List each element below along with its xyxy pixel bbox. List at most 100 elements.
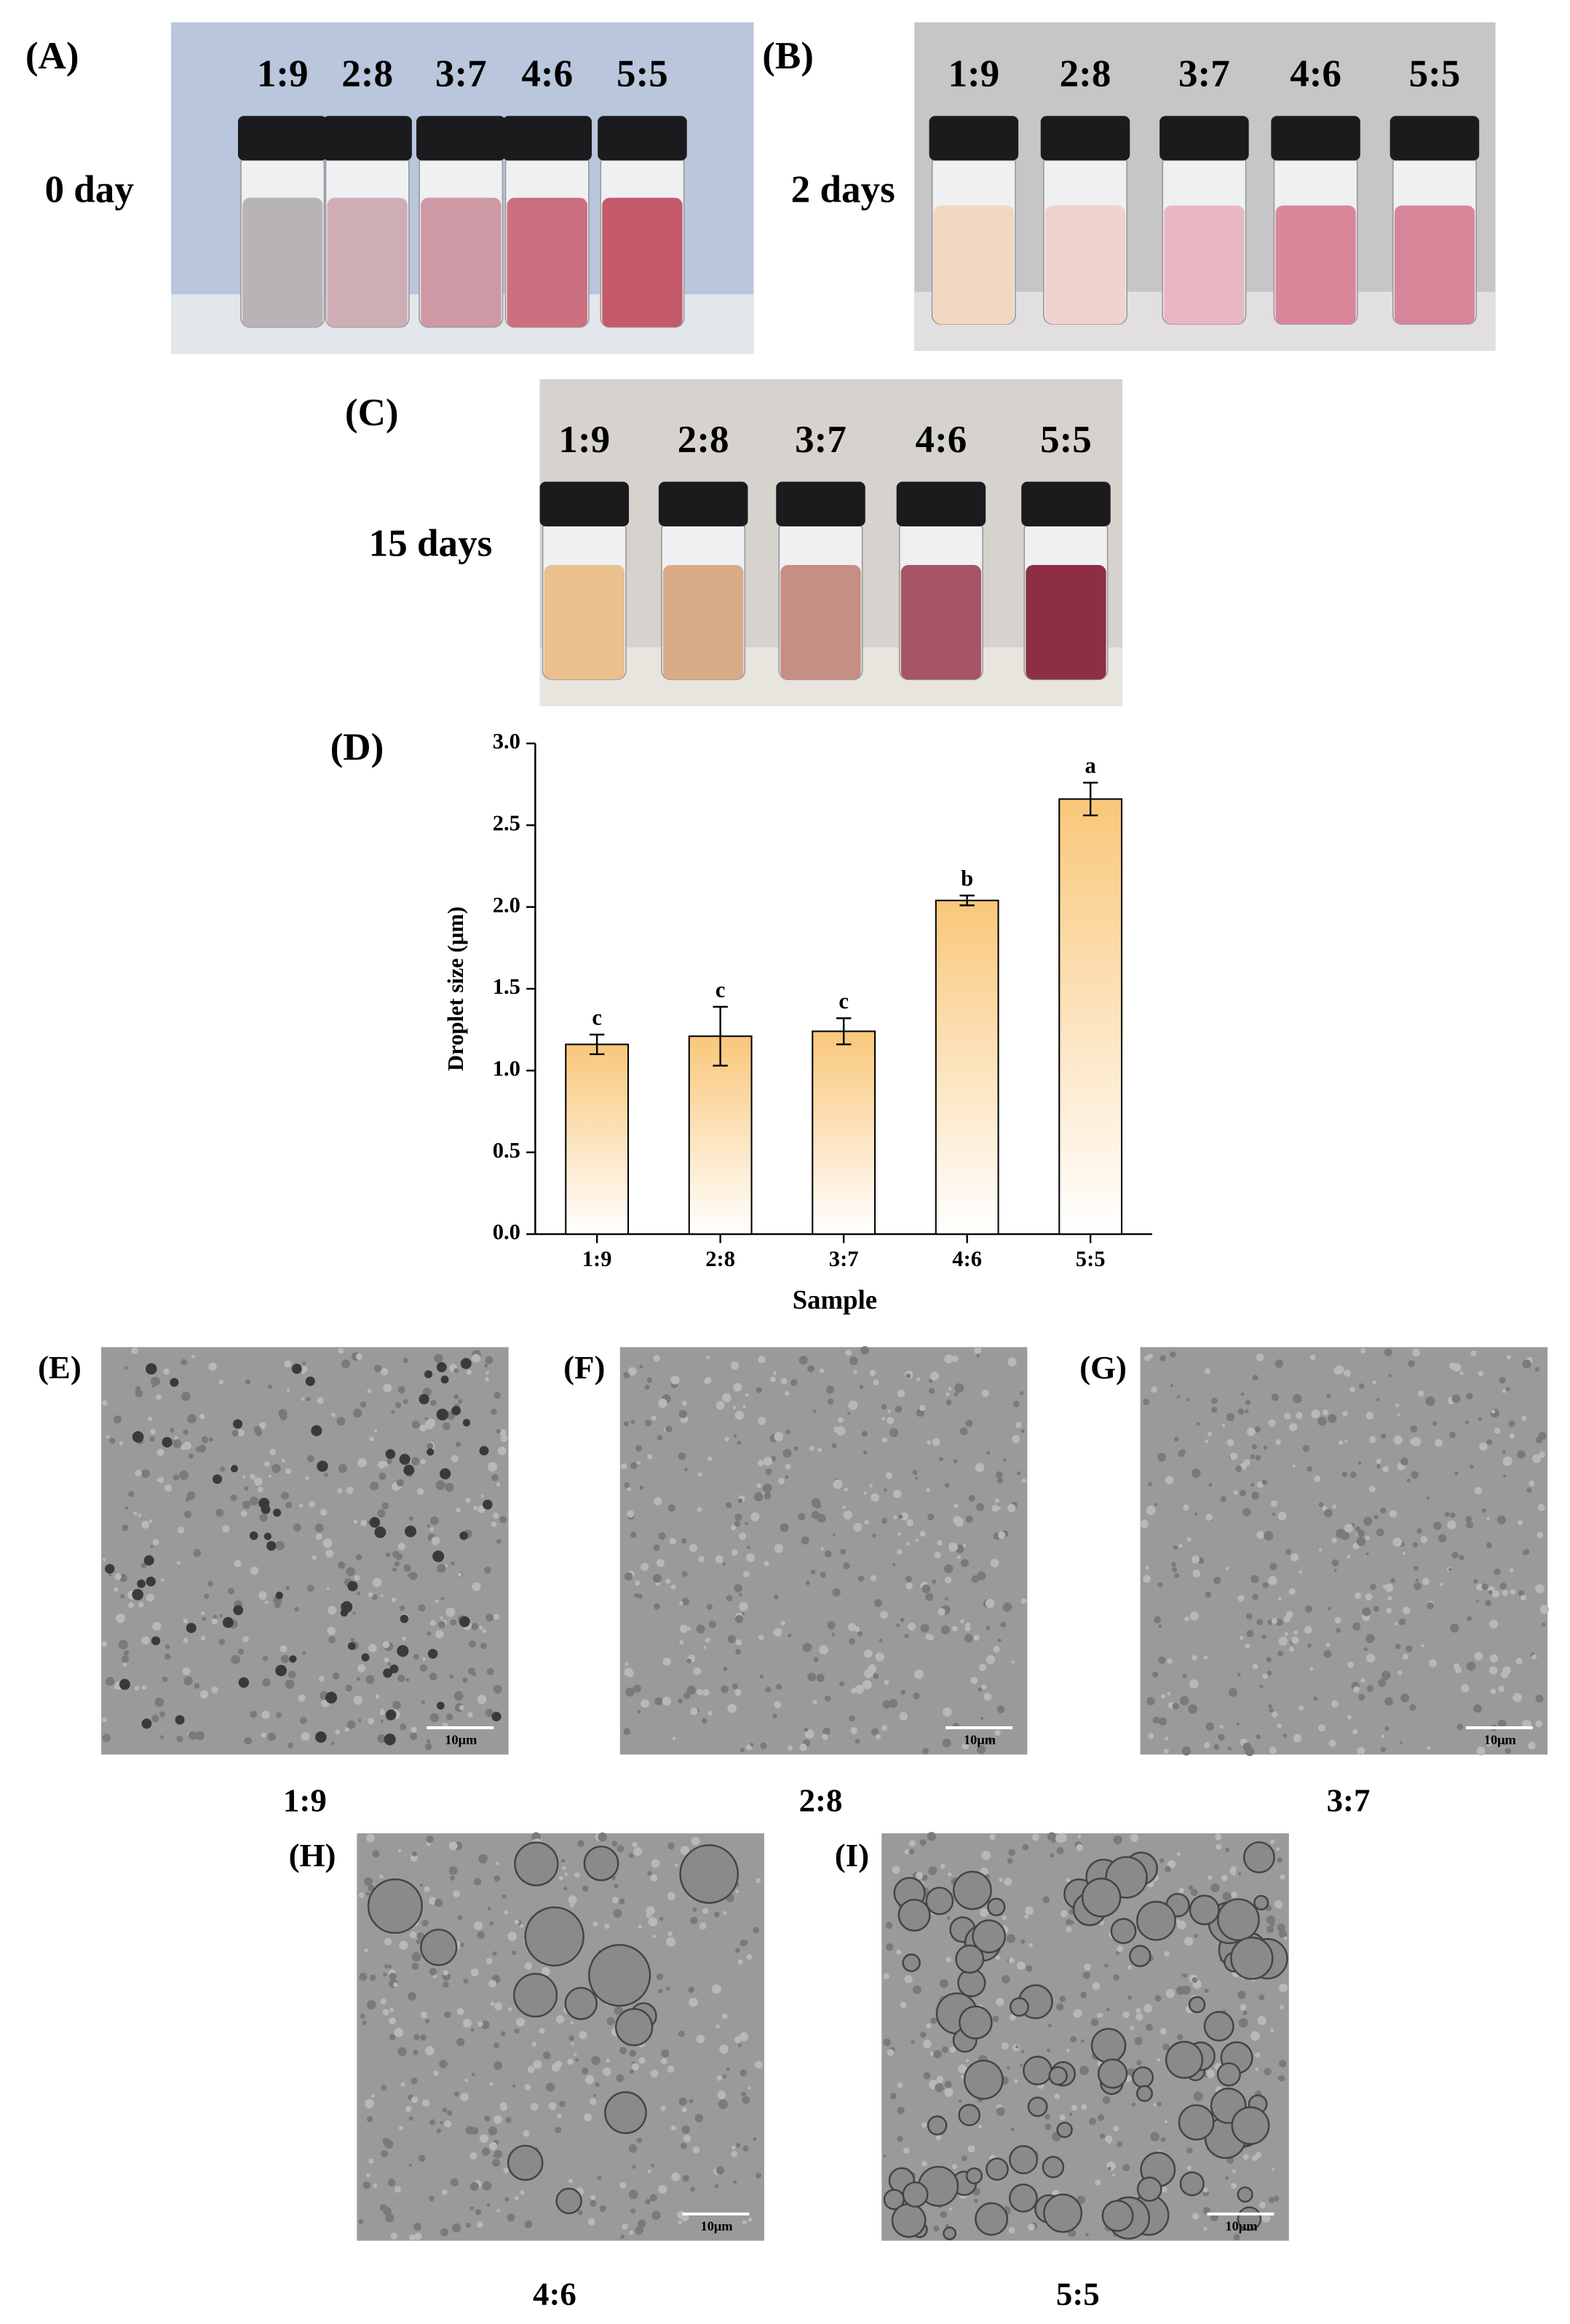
texture bbox=[493, 1391, 501, 1399]
texture bbox=[929, 2051, 935, 2056]
texture bbox=[674, 1863, 678, 1868]
texture bbox=[250, 1566, 259, 1575]
texture bbox=[838, 1417, 844, 1423]
texture bbox=[488, 2126, 498, 2135]
texture bbox=[1042, 1896, 1050, 1903]
texture bbox=[411, 2077, 418, 2084]
texture bbox=[813, 1501, 822, 1509]
texture bbox=[721, 1393, 732, 1403]
texture bbox=[531, 1833, 538, 1840]
texture bbox=[230, 1494, 237, 1501]
texture bbox=[208, 1362, 217, 1371]
texture bbox=[489, 2142, 498, 2151]
texture bbox=[437, 1621, 446, 1629]
texture bbox=[1205, 1591, 1212, 1598]
texture bbox=[754, 2060, 763, 2069]
texture bbox=[173, 1474, 180, 1481]
texture bbox=[1161, 2186, 1167, 2193]
texture bbox=[1173, 1545, 1178, 1550]
texture bbox=[919, 1404, 926, 1411]
texture bbox=[623, 1372, 630, 1379]
texture bbox=[1502, 1589, 1508, 1597]
texture bbox=[616, 1844, 625, 1853]
texture bbox=[381, 1502, 389, 1510]
texture bbox=[1233, 1490, 1238, 1495]
texture bbox=[211, 1618, 218, 1625]
texture bbox=[451, 1561, 455, 1565]
texture bbox=[496, 1428, 501, 1434]
texture bbox=[1400, 1457, 1408, 1466]
texture bbox=[1378, 1678, 1387, 1687]
texture bbox=[442, 1422, 451, 1431]
texture bbox=[1539, 1451, 1545, 1458]
texture bbox=[431, 1536, 440, 1546]
texture bbox=[353, 1696, 363, 1705]
texture bbox=[1250, 2031, 1260, 2041]
texture bbox=[822, 1727, 830, 1736]
droplet bbox=[347, 1581, 358, 1592]
texture bbox=[974, 1346, 982, 1354]
texture bbox=[1311, 1409, 1320, 1418]
texture bbox=[271, 1463, 281, 1474]
texture bbox=[598, 1832, 608, 1842]
texture bbox=[706, 1355, 710, 1360]
droplet bbox=[1136, 2176, 1162, 2202]
vial-cap bbox=[896, 481, 986, 526]
texture bbox=[499, 1428, 507, 1436]
texture bbox=[1453, 1663, 1460, 1669]
vial-liquid bbox=[933, 205, 1015, 325]
texture bbox=[1459, 1554, 1464, 1561]
texture bbox=[1232, 2169, 1236, 2173]
texture bbox=[1331, 1700, 1339, 1708]
texture bbox=[405, 2106, 412, 2113]
texture bbox=[980, 1908, 989, 1918]
texture bbox=[1509, 1433, 1515, 1439]
texture bbox=[392, 1567, 397, 1572]
texture bbox=[1165, 1988, 1175, 1999]
texture bbox=[623, 1728, 631, 1735]
texture bbox=[466, 2222, 472, 2228]
texture bbox=[1318, 1548, 1323, 1552]
droplet bbox=[987, 1897, 1006, 1916]
texture bbox=[250, 1474, 255, 1479]
texture bbox=[819, 1645, 829, 1655]
texture bbox=[1096, 2013, 1101, 2017]
texture bbox=[1237, 1672, 1241, 1677]
texture bbox=[999, 1878, 1003, 1882]
texture bbox=[373, 1364, 382, 1372]
texture bbox=[733, 1434, 737, 1438]
texture bbox=[429, 1527, 435, 1532]
texture bbox=[1076, 1843, 1084, 1851]
texture bbox=[480, 2020, 490, 2030]
texture bbox=[1225, 2176, 1229, 2180]
texture bbox=[734, 1615, 744, 1624]
texture bbox=[1365, 1411, 1374, 1420]
texture bbox=[936, 2076, 944, 2083]
texture bbox=[1521, 1594, 1526, 1601]
texture bbox=[1193, 2091, 1203, 2101]
texture bbox=[953, 1516, 962, 1525]
texture bbox=[463, 1978, 469, 1984]
texture bbox=[658, 1399, 667, 1408]
texture bbox=[839, 1681, 845, 1687]
texture bbox=[369, 1974, 376, 1981]
texture bbox=[809, 1445, 814, 1451]
texture bbox=[884, 1488, 887, 1492]
texture bbox=[938, 1457, 943, 1462]
texture bbox=[1344, 1523, 1354, 1533]
texture bbox=[299, 1716, 307, 1724]
texture bbox=[294, 1607, 299, 1612]
texture bbox=[504, 2197, 510, 2202]
texture bbox=[958, 2064, 967, 2074]
texture bbox=[1242, 1742, 1252, 1752]
texture bbox=[1403, 1552, 1406, 1555]
texture bbox=[595, 2082, 600, 2087]
texture bbox=[670, 1375, 680, 1385]
significance-letter: c bbox=[715, 977, 726, 1002]
texture bbox=[881, 1417, 885, 1421]
texture bbox=[1044, 2114, 1050, 2120]
texture bbox=[1112, 2173, 1116, 2177]
texture bbox=[1278, 1637, 1288, 1646]
texture bbox=[1302, 1444, 1310, 1452]
texture bbox=[1522, 1359, 1531, 1369]
